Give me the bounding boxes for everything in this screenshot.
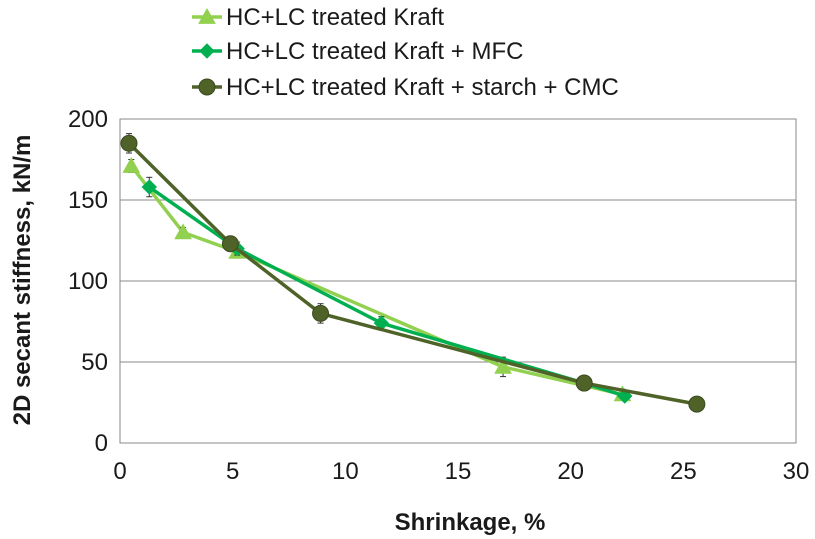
- series-2: [141, 176, 633, 404]
- x-tick-label-5: 5: [226, 458, 239, 485]
- legend-item-3-label: HC+LC treated Kraft + starch + CMC: [226, 74, 619, 101]
- legend: HC+LC treated Kraft HC+LC treated Kraft +…: [192, 4, 619, 101]
- series-2-line: [148, 185, 626, 398]
- series-2-point-1: [141, 179, 158, 195]
- x-tick-label-15: 15: [445, 458, 472, 485]
- plot-area-frame: [119, 118, 797, 444]
- legend-item-1-marker: [198, 7, 216, 24]
- series-1: [122, 156, 632, 402]
- x-axis-title: Shrinkage, %: [395, 509, 546, 536]
- series-3-point-4: [575, 374, 593, 392]
- y-tick-label-50: 50: [81, 349, 108, 376]
- y-tick-label-200: 200: [68, 106, 108, 133]
- series-1-point-4: [494, 357, 512, 374]
- series-3-line: [127, 142, 698, 406]
- legend-item-2-label: HC+LC treated Kraft + MFC: [226, 38, 523, 65]
- legend-item-1: HC+LC treated Kraft: [192, 4, 444, 31]
- legend-item-1-label: HC+LC treated Kraft: [226, 4, 444, 31]
- x-tick-label-25: 25: [670, 458, 697, 485]
- legend-item-3-marker: [198, 78, 216, 96]
- series-1-point-2: [174, 223, 192, 240]
- y-axis-title: 2D secant stiffness, kN/m: [9, 135, 36, 426]
- x-tick-label-0: 0: [113, 458, 126, 485]
- y-tick-labels: 0 50 100 150 200: [68, 106, 108, 457]
- series-layer: [120, 133, 706, 413]
- y-tick-label-0: 0: [95, 430, 108, 457]
- x-tick-label-30: 30: [783, 458, 810, 485]
- legend-item-2-marker: [199, 43, 215, 59]
- legend-item-2: HC+LC treated Kraft + MFC: [192, 38, 523, 65]
- series-3-point-2: [221, 235, 239, 253]
- x-tick-label-10: 10: [332, 458, 359, 485]
- y-tick-label-150: 150: [68, 187, 108, 214]
- series-3-point-5: [688, 395, 706, 413]
- series-3-point-3: [312, 304, 330, 322]
- series-3: [120, 133, 706, 413]
- x-tick-label-20: 20: [557, 458, 584, 485]
- series-1-point-1: [122, 156, 141, 173]
- x-tick-labels: 0 5 10 15 20 25 30: [113, 458, 809, 485]
- legend-item-3: HC+LC treated Kraft + starch + CMC: [192, 74, 619, 101]
- series-3-point-1: [120, 134, 138, 152]
- grid-lines: [120, 118, 796, 363]
- y-tick-label-100: 100: [68, 268, 108, 295]
